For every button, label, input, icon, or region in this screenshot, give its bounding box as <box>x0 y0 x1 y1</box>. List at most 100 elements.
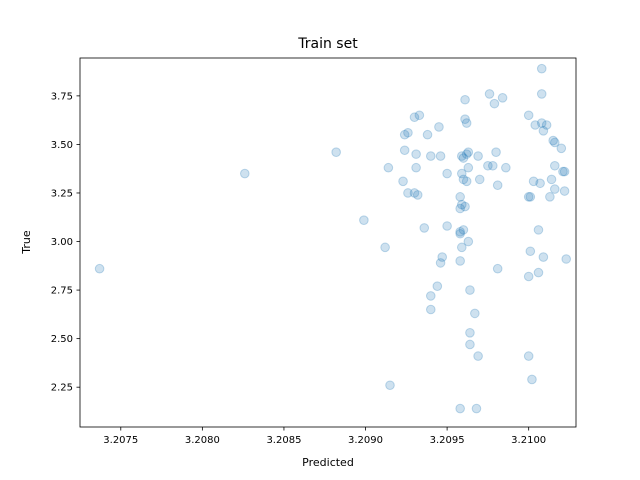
scatter-point-82 <box>541 120 552 130</box>
scatter-point-58 <box>473 151 483 161</box>
scatter-point-19 <box>412 190 423 200</box>
scatter-point-0 <box>94 263 105 274</box>
scatter-point-37 <box>456 242 467 253</box>
scatter-point-26 <box>425 291 436 301</box>
scatter-point-6 <box>383 162 394 173</box>
scatter-point-88 <box>549 184 560 194</box>
scatter-point-51 <box>458 153 469 163</box>
scatter-point-30 <box>455 192 465 202</box>
scatter-point-41 <box>465 328 475 338</box>
scatter-point-10 <box>414 110 425 121</box>
scatter-point-75 <box>533 267 544 278</box>
y-tick-label-1: 2.50 <box>51 334 73 345</box>
y-axis-label: True <box>20 230 33 255</box>
scatter-point-13 <box>411 149 421 159</box>
scatter-point-32 <box>460 201 470 212</box>
scatter-point-95 <box>523 351 534 361</box>
scatter-point-48 <box>460 114 470 124</box>
scatter-point-53 <box>463 147 474 157</box>
x-axis-ticks: 3.2075 3.2080 3.2085 3.2090 3.2095 3.2100 <box>103 427 546 446</box>
scatter-point-78 <box>536 63 547 74</box>
scatter-point-14 <box>425 151 436 161</box>
scatter-point-93 <box>561 254 572 264</box>
scatter-point-31 <box>455 203 465 214</box>
y-tick-label-3: 3.00 <box>51 237 73 248</box>
scatter-point-79 <box>536 89 547 99</box>
scatter-point-83 <box>545 192 555 202</box>
scatter-point-91 <box>559 166 570 177</box>
scatter-point-69 <box>523 110 534 121</box>
scatter-point-46 <box>471 403 482 414</box>
scatter-point-59 <box>474 174 485 185</box>
scatter-point-44 <box>473 351 483 361</box>
scatter-point-94 <box>538 252 549 262</box>
plot-area-frame <box>79 57 577 428</box>
scatter-point-15 <box>435 151 446 161</box>
scatter-point-3 <box>359 215 369 225</box>
scatter-point-72 <box>528 176 539 187</box>
scatter-point-97 <box>530 120 541 130</box>
scatter-point-84 <box>546 174 557 185</box>
scatter-point-63 <box>497 93 508 103</box>
scatter-point-1 <box>239 168 250 179</box>
y-axis-ticks: 2.25 2.50 2.75 3.00 3.25 3.50 3.75 <box>51 91 80 394</box>
y-tick-label-0: 2.25 <box>51 383 73 394</box>
scatter-point-68 <box>501 162 511 173</box>
scatter-point-35 <box>458 225 469 235</box>
scatter-point-89 <box>556 143 567 154</box>
scatter-point-43 <box>470 308 480 319</box>
scatter-point-71 <box>525 192 536 202</box>
scatter-point-9 <box>409 112 420 123</box>
scatter-point-66 <box>492 180 503 191</box>
scatter-point-8 <box>403 127 413 138</box>
scatter-point-17 <box>403 188 413 198</box>
scatter-point-29 <box>442 221 452 231</box>
points-layer <box>94 63 572 414</box>
y-tick-label-5: 3.50 <box>51 140 73 151</box>
scatter-point-92 <box>559 186 570 196</box>
x-axis-label: Predicted <box>302 456 354 469</box>
scatter-point-42 <box>465 339 475 350</box>
scatter-point-90 <box>558 166 568 177</box>
scatter-point-7 <box>399 129 410 140</box>
scatter-point-56 <box>461 176 472 187</box>
scatter-point-81 <box>538 126 549 136</box>
scatter-point-36 <box>455 228 465 239</box>
x-tick-label-4: 3.2095 <box>430 435 465 446</box>
scatter-point-80 <box>536 118 547 128</box>
scatter-point-27 <box>425 304 436 315</box>
scatter-point-21 <box>411 162 421 173</box>
scatter-point-52 <box>461 149 472 159</box>
scatter-point-67 <box>492 263 503 274</box>
scatter-point-54 <box>456 168 467 179</box>
scatter-point-77 <box>535 178 545 189</box>
scatter-point-38 <box>455 256 465 266</box>
x-tick-label-5: 3.2100 <box>511 435 546 446</box>
scatter-point-25 <box>432 281 443 292</box>
scatter-point-16 <box>434 122 444 132</box>
x-tick-label-1: 3.2080 <box>185 435 220 446</box>
scatter-point-23 <box>435 258 446 268</box>
x-tick-label-0: 3.2075 <box>103 435 138 446</box>
y-tick-label-2: 2.75 <box>51 286 73 297</box>
scatter-point-76 <box>533 225 544 235</box>
scatter-point-28 <box>442 168 452 179</box>
scatter-point-61 <box>484 89 495 99</box>
scatter-point-39 <box>463 236 474 247</box>
scatter-point-20 <box>398 176 408 187</box>
scatter-point-85 <box>548 135 558 146</box>
scatter-point-33 <box>456 199 467 210</box>
scatter-point-74 <box>523 271 534 282</box>
scatter-point-40 <box>465 285 475 295</box>
scatter-point-11 <box>422 129 433 140</box>
scatter-point-18 <box>409 188 420 198</box>
chart-title: Train set <box>297 36 358 52</box>
scatter-point-62 <box>489 98 500 109</box>
scatter-point-34 <box>455 227 465 237</box>
scatter-point-60 <box>483 160 493 171</box>
x-tick-label-2: 3.2085 <box>266 435 301 446</box>
scatter-point-47 <box>460 94 470 105</box>
scatter-point-87 <box>549 160 560 171</box>
scatter-point-57 <box>463 162 474 173</box>
